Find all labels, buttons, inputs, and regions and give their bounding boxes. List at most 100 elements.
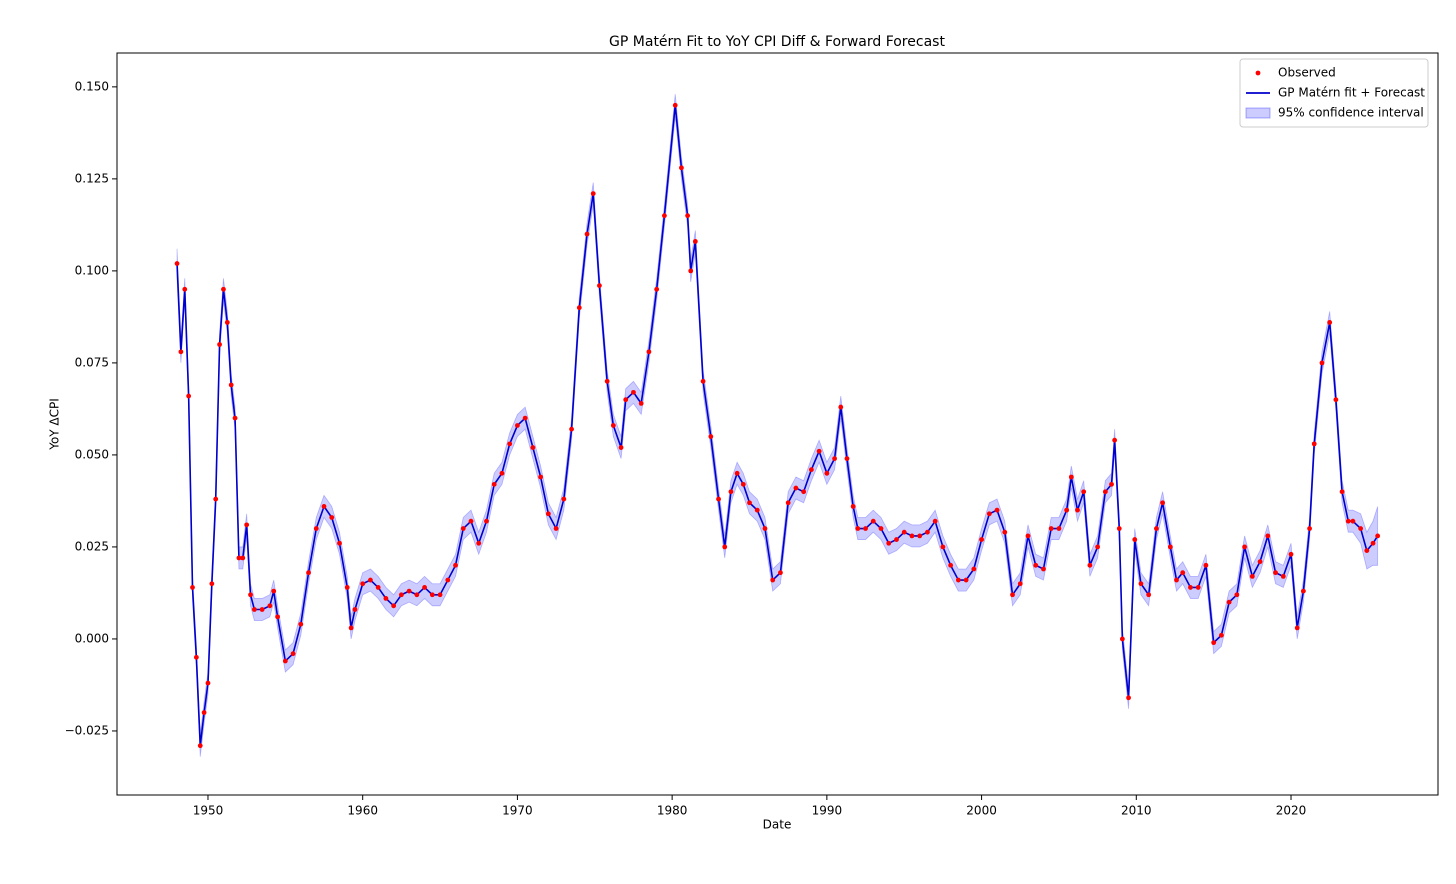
observed-point — [429, 592, 435, 598]
observed-point — [688, 268, 694, 274]
observed-point — [217, 342, 222, 347]
x-tick-label: 1950 — [193, 804, 224, 818]
observed-point — [352, 607, 358, 612]
x-tick-label: 1970 — [502, 804, 533, 818]
observed-point — [917, 533, 923, 539]
observed-point — [468, 518, 474, 524]
observed-point — [740, 481, 746, 487]
observed-point — [190, 585, 195, 590]
observed-point — [948, 562, 954, 568]
observed-point — [1033, 562, 1039, 568]
observed-point — [306, 570, 311, 576]
legend-label: GP Matérn fit + Forecast — [1278, 86, 1425, 100]
observed-point — [1119, 636, 1125, 642]
x-axis-label: Date — [763, 818, 792, 832]
observed-point — [348, 625, 354, 631]
observed-point — [1174, 577, 1179, 583]
observed-point — [940, 544, 946, 550]
observed-point — [785, 500, 791, 506]
observed-point — [832, 456, 837, 461]
observed-point — [209, 581, 215, 587]
observed-point — [507, 441, 513, 447]
plot-frame — [116, 52, 1439, 796]
observed-point — [1116, 526, 1122, 531]
observed-point — [182, 286, 188, 292]
observed-point — [963, 577, 969, 583]
legend-marker — [1245, 107, 1271, 119]
observed-point — [344, 585, 350, 590]
observed-point — [762, 526, 768, 531]
y-tick-label: 0.125 — [75, 171, 109, 185]
observed-point — [808, 467, 814, 473]
observed-point — [240, 555, 246, 561]
observed-point — [793, 485, 799, 491]
observed-point — [244, 522, 250, 528]
observed-point — [1002, 529, 1008, 535]
observed-point — [1319, 360, 1325, 366]
observed-point — [1203, 562, 1209, 568]
observed-point — [251, 607, 257, 612]
observed-point — [1350, 518, 1356, 524]
observed-point — [1048, 526, 1054, 531]
observed-point — [398, 592, 404, 598]
chart-title: GP Matérn Fit to YoY CPI Diff & Forward … — [609, 34, 945, 50]
observed-point — [197, 743, 203, 749]
observed-point — [1234, 592, 1240, 598]
observed-point — [894, 537, 899, 542]
observed-point — [236, 555, 242, 561]
observed-point — [816, 448, 822, 454]
observed-point — [770, 577, 776, 583]
observed-point — [267, 603, 273, 609]
observed-point — [654, 286, 660, 292]
observed-point — [1188, 585, 1193, 590]
observed-point — [1345, 518, 1351, 524]
observed-point — [224, 320, 230, 325]
observed-point — [1064, 507, 1070, 513]
observed-point — [205, 680, 211, 686]
observed-point — [1109, 481, 1114, 487]
observed-point — [1146, 592, 1152, 598]
observed-point — [754, 507, 760, 513]
observed-point — [734, 470, 740, 476]
legend-box — [1239, 58, 1429, 128]
observed-point — [383, 596, 389, 601]
observed-point — [530, 445, 536, 450]
observed-point — [232, 415, 238, 421]
observed-point — [584, 231, 590, 237]
x-tick-label: 2020 — [1276, 804, 1307, 818]
y-tick-label: 0.050 — [75, 447, 109, 461]
observed-point — [801, 489, 807, 495]
observed-point — [321, 504, 327, 509]
observed-point — [561, 496, 567, 502]
observed-point — [499, 470, 505, 476]
observed-point — [1370, 540, 1376, 546]
observed-point — [692, 239, 698, 244]
observed-point — [422, 585, 427, 590]
y-tick-label: −0.025 — [65, 723, 109, 737]
observed-point — [716, 496, 721, 502]
observed-point — [1087, 562, 1093, 568]
observed-point — [986, 511, 992, 517]
observed-point — [248, 592, 253, 598]
observed-point — [193, 654, 199, 660]
x-tick-label: 1960 — [347, 804, 378, 818]
observed-point — [838, 404, 844, 410]
observed-point — [597, 283, 602, 289]
observed-point — [1226, 599, 1232, 605]
observed-point — [476, 540, 482, 546]
observed-point — [679, 165, 684, 171]
observed-point — [313, 526, 319, 531]
observed-point — [1010, 592, 1015, 598]
observed-point — [491, 481, 497, 487]
observed-point — [576, 305, 582, 311]
y-tick-label: 0.075 — [75, 355, 109, 369]
observed-point — [271, 588, 277, 594]
observed-point — [747, 500, 752, 506]
observed-point — [1056, 526, 1062, 531]
observed-point — [1075, 507, 1080, 513]
observed-point — [1311, 441, 1317, 447]
observed-point — [925, 529, 930, 535]
x-tick-label: 2010 — [1121, 804, 1152, 818]
observed-point — [955, 577, 961, 583]
